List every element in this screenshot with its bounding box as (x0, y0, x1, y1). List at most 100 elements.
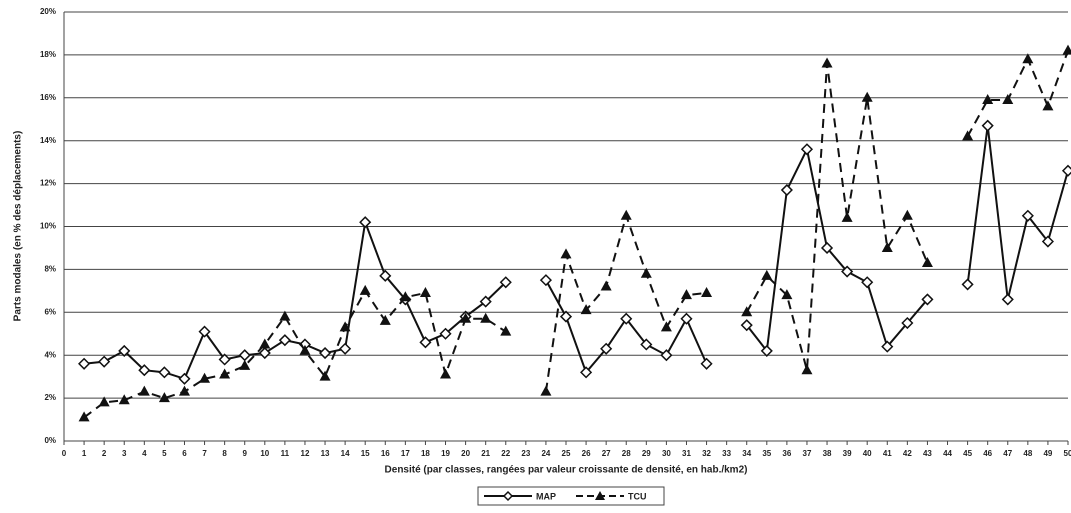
y-tick-label: 18% (40, 50, 56, 59)
series-line (966, 125, 1069, 300)
marker (238, 349, 251, 362)
x-tick-label: 14 (341, 449, 350, 458)
marker (199, 372, 211, 383)
marker (1001, 293, 1014, 306)
x-tick-label: 23 (521, 449, 530, 458)
x-tick-label: 0 (62, 449, 67, 458)
marker (359, 284, 371, 295)
marker (339, 321, 351, 332)
marker (640, 267, 652, 278)
marker (379, 269, 392, 282)
x-tick-label: 11 (281, 449, 290, 458)
marker (820, 241, 834, 255)
y-tick-label: 10% (40, 222, 56, 231)
marker (961, 278, 974, 291)
marker (680, 312, 693, 325)
x-tick-label: 6 (182, 449, 187, 458)
marker (460, 312, 472, 323)
x-tick-label: 13 (321, 449, 330, 458)
marker (962, 130, 974, 141)
marker (239, 359, 251, 370)
x-tick-label: 7 (202, 449, 207, 458)
marker (781, 289, 793, 300)
marker (881, 241, 893, 252)
marker (339, 342, 352, 355)
x-tick-label: 19 (441, 449, 450, 458)
y-tick-label: 8% (44, 265, 56, 274)
marker (559, 310, 573, 323)
marker (419, 336, 432, 349)
marker (480, 312, 492, 323)
series-line (83, 288, 507, 419)
marker (98, 396, 110, 407)
x-tick-label: 46 (983, 449, 992, 458)
marker (439, 327, 452, 340)
x-tick-label: 30 (662, 449, 671, 458)
marker (178, 385, 190, 396)
marker (881, 340, 894, 353)
legend-label: TCU (628, 491, 647, 501)
x-tick-label: 37 (803, 449, 812, 458)
series-line (544, 212, 707, 392)
marker (620, 312, 633, 325)
legend-box (477, 486, 665, 506)
marker (800, 143, 814, 156)
marker (118, 394, 130, 405)
x-tick-label: 35 (762, 449, 771, 458)
marker (158, 366, 171, 379)
y-tick-label: 0% (44, 436, 56, 445)
x-tick-label: 8 (222, 449, 227, 458)
marker (841, 265, 854, 278)
marker (701, 286, 713, 297)
x-tick-label: 2 (102, 449, 107, 458)
x-tick-label: 33 (722, 449, 731, 458)
x-tick-label: 42 (903, 449, 912, 458)
marker (399, 291, 411, 302)
x-tick-label: 22 (501, 449, 510, 458)
marker (580, 366, 593, 379)
marker (901, 316, 914, 330)
marker (741, 306, 753, 317)
y-tick-label: 20% (40, 7, 56, 16)
x-tick-label: 17 (401, 449, 410, 458)
marker (278, 334, 291, 347)
marker (258, 346, 271, 360)
x-tick-label: 28 (622, 449, 631, 458)
marker (178, 372, 191, 385)
x-tick-label: 43 (923, 449, 932, 458)
marker (318, 346, 332, 360)
marker (801, 364, 813, 375)
x-tick-label: 41 (883, 449, 892, 458)
x-tick-label: 44 (943, 449, 952, 458)
x-tick-label: 4 (142, 449, 147, 458)
x-tick-label: 27 (602, 449, 611, 458)
y-tick-label: 2% (44, 393, 56, 402)
x-tick-label: 50 (1064, 449, 1071, 458)
marker (138, 385, 150, 396)
x-tick-label: 45 (963, 449, 972, 458)
x-tick-label: 15 (361, 449, 370, 458)
x-axis-title: Densité (par classes, rangées par valeur… (385, 465, 748, 476)
marker (540, 385, 552, 396)
marker (259, 338, 271, 349)
x-tick-label: 49 (1043, 449, 1052, 458)
marker (1042, 100, 1054, 111)
x-tick-label: 18 (421, 449, 430, 458)
x-tick-label: 39 (843, 449, 852, 458)
x-tick-label: 34 (742, 449, 751, 458)
marker (981, 119, 994, 132)
legend-label: MAP (536, 491, 556, 501)
y-axis-title: Parts modales (en % des déplacements) (13, 131, 24, 322)
marker (379, 314, 391, 325)
marker (78, 411, 90, 422)
marker (78, 357, 91, 370)
marker (539, 274, 552, 287)
marker (219, 368, 231, 379)
x-tick-label: 32 (702, 449, 711, 458)
marker (299, 344, 311, 355)
x-tick-label: 31 (682, 449, 691, 458)
x-tick-label: 3 (122, 449, 127, 458)
x-tick-label: 47 (1003, 449, 1012, 458)
marker (198, 325, 211, 338)
